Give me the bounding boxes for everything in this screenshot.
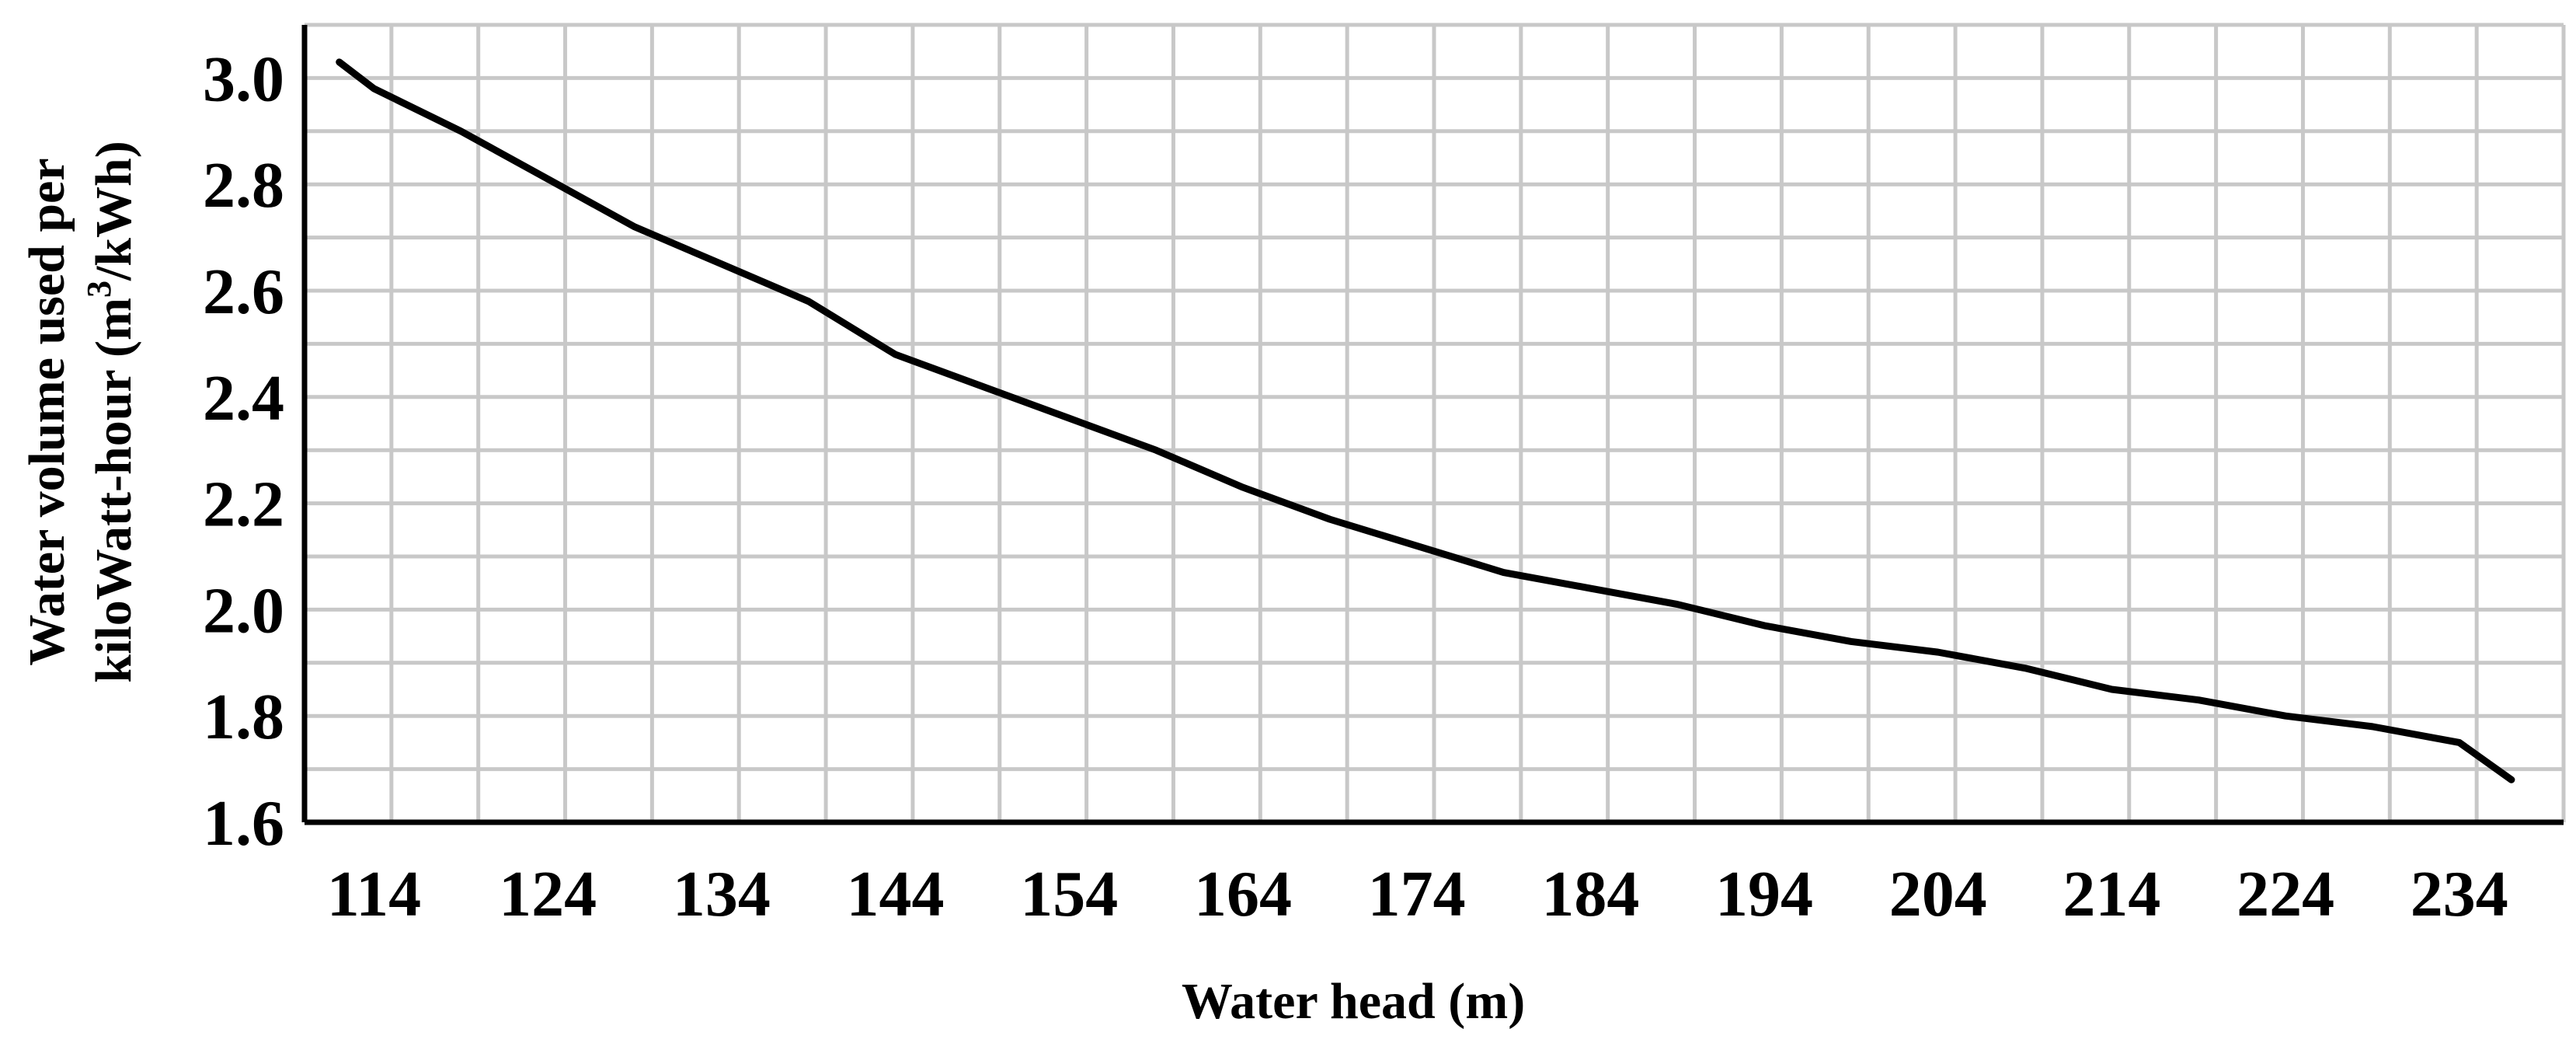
series-line (336, 58, 2515, 783)
x-tick-label: 164 (1194, 858, 1292, 930)
x-tick-label: 174 (1368, 858, 1466, 930)
grid (305, 23, 2566, 822)
y-axis-title-line1: Water volume used per (19, 158, 75, 665)
y-tick-label: 1.8 (203, 681, 284, 753)
x-tick-label: 224 (2237, 858, 2334, 930)
y-axis-title-line2-suffix: /kWh) (85, 141, 142, 281)
y-axis-title-line2: kiloWatt-hour (m3/kWh) (80, 141, 142, 682)
y-tick-label: 2.6 (203, 256, 284, 328)
series (336, 58, 2515, 783)
x-tick-label: 214 (2063, 858, 2160, 930)
tick-labels: 1.6 1.8 2.0 2.2 2.4 2.6 2.8 3.0 114 124 134 144 154 1… (203, 43, 2508, 930)
y-tick-label: 2.0 (203, 574, 284, 647)
y-tick-label: 3.0 (203, 43, 284, 115)
x-tick-label: 184 (1541, 858, 1639, 930)
y-tick-label: 2.4 (203, 362, 284, 434)
y-axis-title-line2-prefix: kiloWatt-hour (m (85, 298, 142, 683)
x-tick-label: 134 (673, 858, 771, 930)
x-tick-label: 234 (2411, 858, 2508, 930)
axes (301, 25, 2564, 825)
x-tick-label: 114 (327, 858, 421, 930)
x-tick-label: 144 (847, 858, 945, 930)
y-axis-title: Water volume used per kiloWatt-hour (m3/… (19, 141, 142, 682)
y-tick-label: 2.8 (203, 149, 284, 222)
x-tick-label: 194 (1715, 858, 1813, 930)
y-tick-label: 1.6 (203, 787, 284, 860)
x-axis-title: Water head (m) (1182, 973, 1525, 1030)
y-axis-title-superscript: 3 (80, 281, 118, 298)
x-tick-label: 154 (1020, 858, 1118, 930)
x-tick-label: 204 (1889, 858, 1987, 930)
x-tick-label: 124 (499, 858, 597, 930)
y-tick-label: 2.2 (203, 469, 284, 541)
